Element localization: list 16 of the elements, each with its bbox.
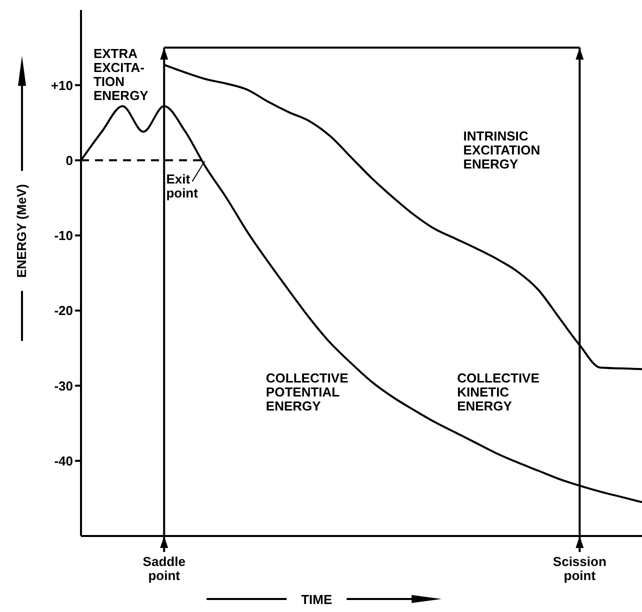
y-tick-label: 0: [66, 152, 73, 168]
annotation: Exit point: [166, 172, 199, 201]
x-tick-label: Saddle point: [142, 554, 186, 583]
line-series: [163, 64, 642, 370]
y-tick-label: -40: [54, 453, 73, 468]
x-tick-label: Scission point: [552, 554, 606, 583]
x-axis-title: TIME: [301, 592, 332, 607]
y-tick-label: +10: [50, 78, 73, 93]
annotation: COLLECTIVE KINETIC ENERGY: [457, 370, 540, 414]
y-tick-label: -10: [54, 228, 73, 244]
y-axis-title: ENERGY (MeV): [14, 184, 29, 278]
y-tick-label: -20: [54, 303, 73, 318]
y-tick-label: -30: [54, 378, 73, 394]
annotation: INTRINSIC EXCITATION ENERGY: [463, 128, 540, 172]
annotation: COLLECTIVE POTENTIAL ENERGY: [266, 370, 349, 414]
annotation: EXTRA EXCITA- TION ENERGY: [93, 46, 149, 104]
